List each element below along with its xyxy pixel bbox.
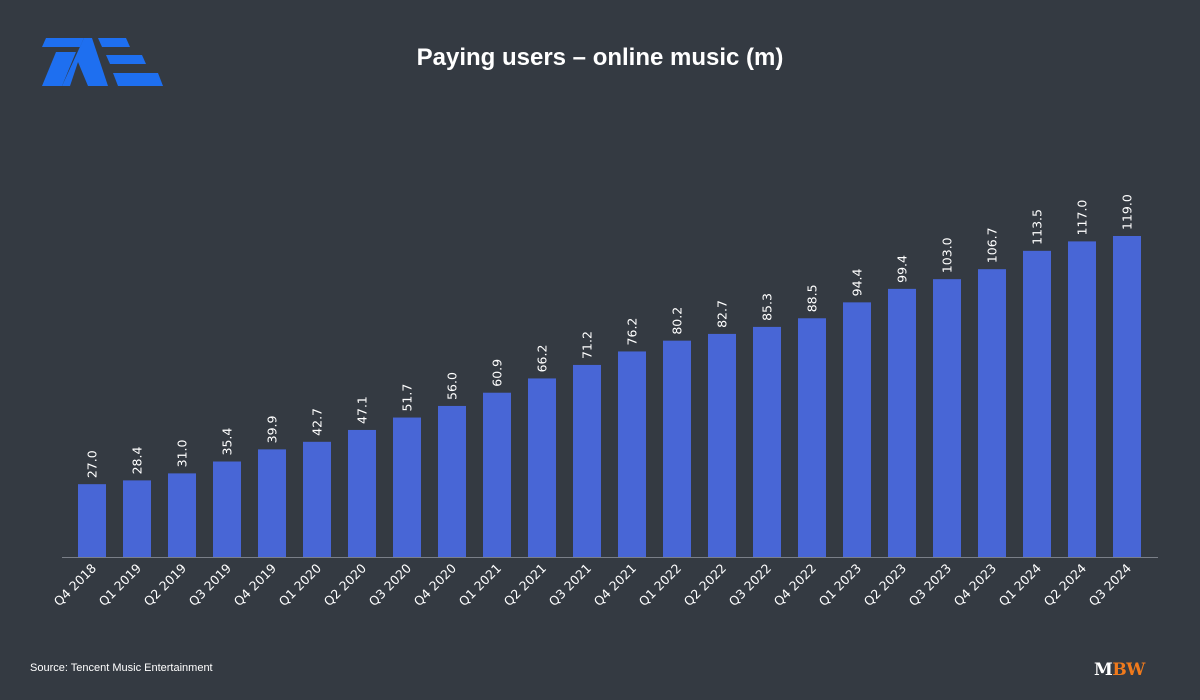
data-label: 117.0 [1075, 200, 1090, 236]
data-label: 42.7 [310, 408, 325, 436]
data-label: 88.5 [805, 284, 820, 312]
data-label: 82.7 [715, 300, 730, 328]
bar [1068, 241, 1096, 557]
x-tick-label: Q1 2021 [456, 561, 504, 609]
data-label: 119.0 [1120, 194, 1135, 230]
x-tick-label: Q1 2020 [276, 560, 325, 609]
x-tick-label: Q1 2023 [816, 561, 864, 609]
x-tick-label: Q4 2018 [51, 560, 100, 609]
bar [978, 269, 1006, 557]
data-label: 66.2 [535, 345, 550, 373]
bar [618, 351, 646, 557]
bar [348, 429, 376, 557]
mbw-logo: MBW [1094, 660, 1145, 680]
data-label: 76.2 [625, 318, 640, 346]
chart-title: Paying users – online music (m) [416, 44, 784, 71]
bar [708, 333, 736, 557]
x-tick-label: Q2 2019 [141, 560, 190, 609]
bar [573, 364, 601, 557]
bar [168, 473, 196, 557]
x-tick-label: Q1 2024 [996, 560, 1045, 609]
data-label: 60.9 [490, 359, 505, 387]
data-label: 103.0 [940, 237, 955, 273]
data-label: 106.7 [985, 227, 1000, 263]
data-label: 28.4 [130, 447, 145, 475]
x-tick-label: Q3 2021 [546, 561, 594, 609]
data-label: 51.7 [400, 384, 415, 412]
bar [1023, 250, 1051, 558]
bar [393, 417, 421, 557]
x-tick-label: Q1 2022 [636, 561, 684, 609]
bar [483, 392, 511, 557]
bar [1113, 236, 1141, 557]
x-tick-label: Q1 2019 [96, 560, 145, 609]
x-tick-label: Q3 2022 [726, 561, 774, 609]
x-tick-label: Q4 2019 [231, 560, 280, 609]
x-tick-label: Q4 2023 [951, 561, 999, 609]
x-tick-label: Q3 2024 [1086, 560, 1135, 609]
bar [258, 449, 286, 557]
x-tick-label: Q4 2022 [771, 561, 819, 609]
bar [798, 318, 826, 557]
data-label: 113.5 [1030, 209, 1045, 245]
bar [438, 405, 466, 557]
x-tick-label: Q3 2020 [366, 560, 415, 609]
data-label: 39.9 [265, 415, 280, 443]
source-note: Source: Tencent Music Entertainment [30, 662, 213, 674]
x-tick-label: Q2 2020 [321, 560, 370, 609]
x-tick-label: Q2 2024 [1041, 560, 1090, 609]
bar [213, 461, 241, 557]
data-label: 80.2 [670, 307, 685, 335]
data-label: 71.2 [580, 331, 595, 359]
x-tick-label: Q2 2023 [861, 561, 909, 609]
bar [528, 378, 556, 557]
data-label: 56.0 [445, 372, 460, 400]
data-label: 31.0 [175, 439, 190, 467]
bar [843, 302, 871, 557]
tme-logo [42, 38, 163, 86]
bar [933, 279, 961, 557]
x-tick-label: Q3 2023 [906, 561, 954, 609]
bar [303, 441, 331, 557]
data-label: 94.4 [850, 268, 865, 296]
data-label: 99.4 [895, 255, 910, 283]
data-label: 27.0 [85, 450, 100, 478]
bar [663, 340, 691, 557]
x-tick-label: Q4 2020 [411, 560, 460, 609]
data-label: 47.1 [355, 396, 370, 424]
x-tick-label: Q2 2021 [501, 561, 549, 609]
bar [753, 326, 781, 557]
bar [123, 480, 151, 557]
bar [888, 288, 916, 557]
x-tick-label: Q3 2019 [186, 560, 235, 609]
x-tick-label: Q4 2021 [591, 561, 639, 609]
data-label: 85.3 [760, 293, 775, 321]
bar [78, 484, 106, 557]
data-label: 35.4 [220, 428, 235, 456]
x-tick-label: Q2 2022 [681, 561, 729, 609]
